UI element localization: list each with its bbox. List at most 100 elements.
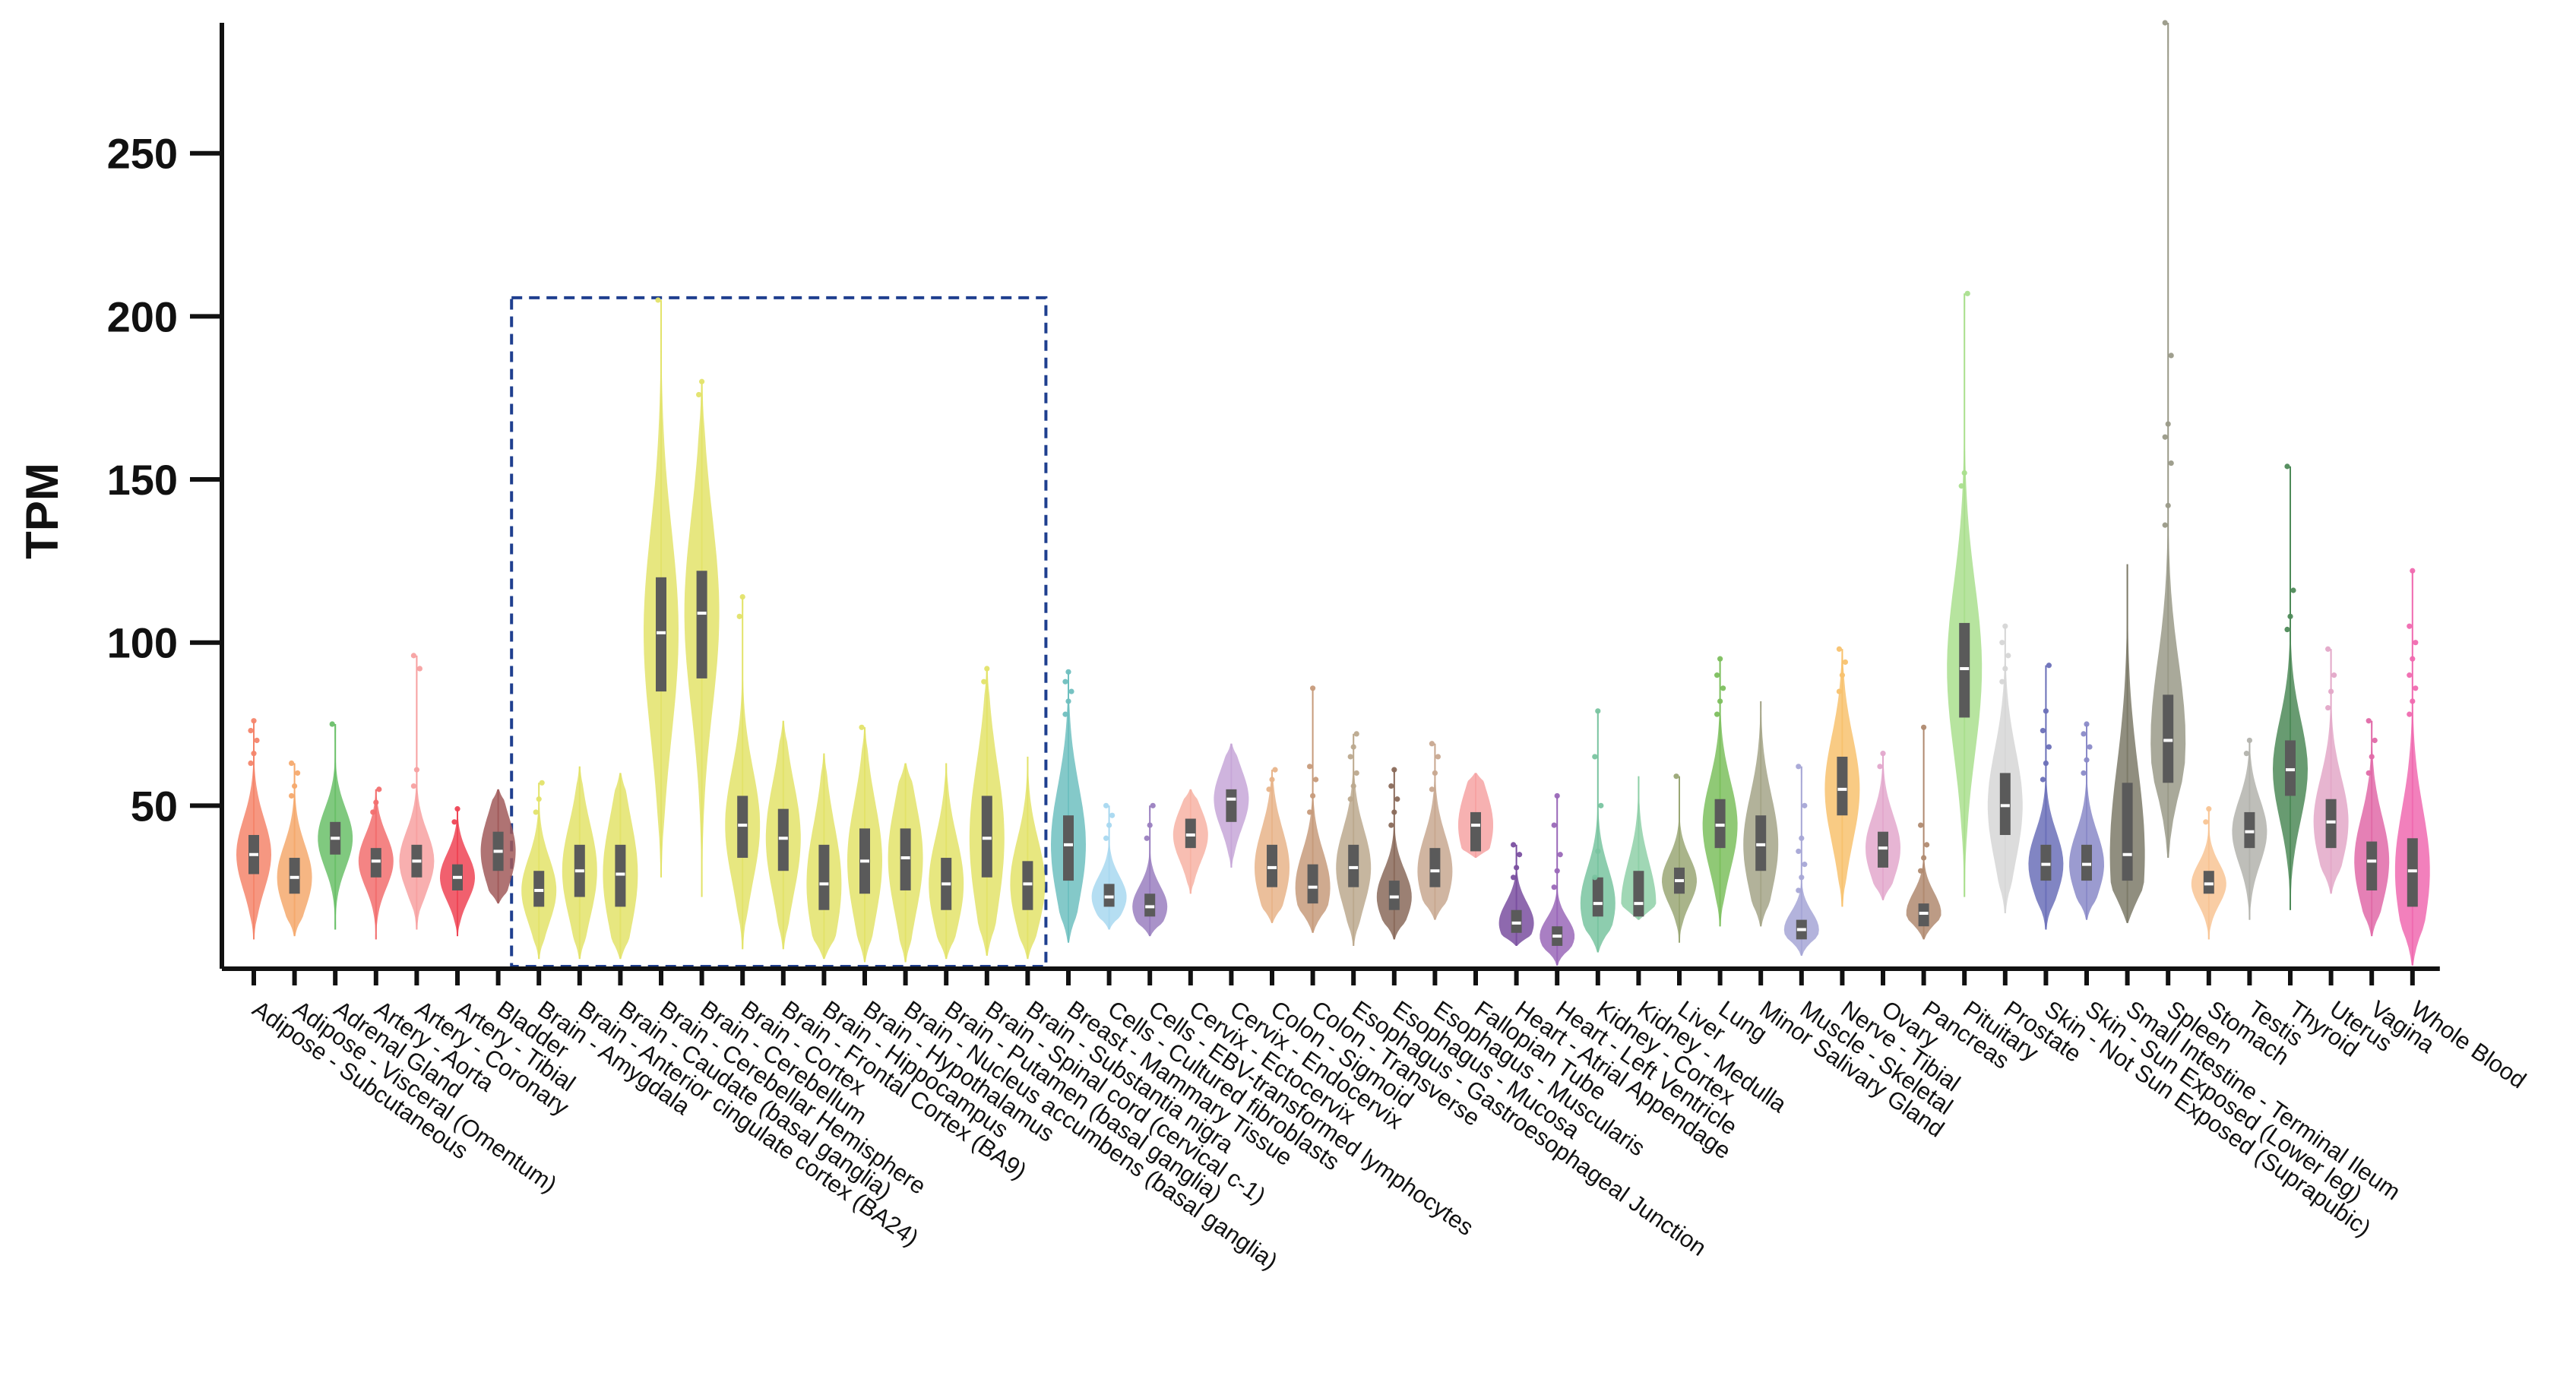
violin-body bbox=[2109, 564, 2145, 923]
outlier-point bbox=[289, 792, 295, 799]
outlier-point bbox=[1310, 685, 1316, 691]
violin-iqr-box bbox=[1592, 877, 1603, 917]
violin-body bbox=[1132, 805, 1168, 937]
outlier-point bbox=[2005, 653, 2011, 659]
violin-group bbox=[2191, 806, 2226, 940]
outlier-point bbox=[1307, 809, 1313, 815]
violin-group bbox=[318, 721, 353, 930]
violin-body bbox=[1295, 688, 1331, 933]
violin-body bbox=[521, 783, 557, 960]
outlier-point bbox=[1432, 770, 1438, 776]
violin-iqr-box bbox=[1959, 622, 1970, 718]
outlier-point bbox=[2162, 434, 2168, 440]
outlier-point bbox=[1551, 884, 1557, 890]
y-tick-label: 50 bbox=[131, 782, 178, 830]
outlier-point bbox=[1595, 848, 1601, 855]
outlier-point bbox=[2407, 672, 2413, 678]
outlier-point bbox=[370, 809, 376, 815]
violin-body bbox=[1702, 659, 1738, 927]
outlier-point bbox=[1511, 875, 1517, 881]
outlier-point bbox=[451, 819, 457, 825]
violin-iqr-box bbox=[696, 571, 707, 678]
violin-iqr-box bbox=[370, 848, 381, 878]
outlier-point bbox=[2002, 666, 2008, 672]
outlier-point bbox=[2165, 502, 2171, 508]
outlier-point bbox=[1350, 744, 1356, 750]
outlier-point bbox=[1554, 868, 1560, 874]
violin-group bbox=[562, 766, 597, 960]
y-tick-label: 100 bbox=[107, 619, 178, 667]
violin-iqr-box bbox=[1267, 844, 1277, 887]
outlier-point bbox=[1802, 862, 1808, 868]
violin-body bbox=[1947, 293, 1983, 897]
violin-iqr-box bbox=[2325, 799, 2337, 849]
violin-iqr-box bbox=[777, 808, 789, 871]
outlier-point bbox=[2413, 640, 2419, 646]
outlier-point bbox=[2046, 744, 2052, 750]
outlier-point bbox=[1999, 640, 2005, 646]
outlier-point bbox=[1313, 776, 1319, 783]
outlier-point bbox=[1554, 792, 1560, 799]
outlier-point bbox=[1068, 688, 1074, 694]
violin-iqr-box bbox=[1755, 815, 1767, 871]
outlier-point bbox=[1961, 470, 1967, 476]
outlier-point bbox=[292, 783, 298, 789]
violin-iqr-box bbox=[1348, 844, 1359, 887]
outlier-point bbox=[2372, 737, 2378, 744]
violin-iqr-box bbox=[1633, 871, 1644, 917]
outlier-point bbox=[1877, 764, 1883, 770]
outlier-point bbox=[413, 767, 420, 773]
violin-iqr-box bbox=[1388, 881, 1400, 910]
violin-group bbox=[236, 718, 271, 940]
outlier-point bbox=[2410, 698, 2416, 704]
outlier-point bbox=[1717, 698, 1723, 704]
violin-group bbox=[1866, 751, 1900, 900]
outlier-point bbox=[2284, 463, 2290, 470]
violin-iqr-box bbox=[1307, 864, 1318, 904]
outlier-point bbox=[696, 391, 702, 398]
y-ticks-layer: 50 100 150 200 250 bbox=[107, 130, 222, 830]
violin-body bbox=[725, 596, 761, 950]
outlier-point bbox=[2287, 613, 2293, 619]
violin-group bbox=[1824, 646, 1860, 907]
outlier-point bbox=[1353, 770, 1359, 776]
violin-body bbox=[1783, 766, 1819, 956]
violin-body bbox=[1010, 756, 1046, 960]
violin-group bbox=[2232, 737, 2267, 920]
violin-iqr-box bbox=[1103, 884, 1115, 907]
outlier-point bbox=[2290, 587, 2296, 593]
outlier-point bbox=[1918, 868, 1924, 874]
outlier-point bbox=[254, 737, 260, 744]
outlier-point bbox=[2410, 656, 2416, 662]
violin-group bbox=[1091, 802, 1127, 930]
outlier-point bbox=[1799, 875, 1805, 881]
outlier-point bbox=[1592, 875, 1598, 881]
violin-group bbox=[847, 724, 882, 963]
outlier-point bbox=[2325, 646, 2331, 652]
outlier-point bbox=[1109, 812, 1116, 818]
violin-body bbox=[1417, 743, 1453, 920]
outlier-point bbox=[1394, 796, 1400, 802]
violin-body bbox=[1376, 770, 1412, 940]
violin-body bbox=[1621, 776, 1657, 920]
outlier-point bbox=[2043, 760, 2049, 767]
y-tick-label: 250 bbox=[107, 130, 178, 178]
outlier-point bbox=[699, 378, 705, 384]
outlier-point bbox=[329, 721, 335, 727]
outlier-point bbox=[1839, 672, 1845, 678]
outlier-point bbox=[2046, 663, 2052, 669]
outlier-point bbox=[454, 806, 460, 812]
violin-group bbox=[888, 763, 923, 963]
outlier-point bbox=[1796, 848, 1802, 855]
y-tick-label: 150 bbox=[107, 456, 178, 504]
outlier-point bbox=[2165, 421, 2171, 427]
violin-group bbox=[1214, 743, 1249, 868]
outlier-point bbox=[1836, 646, 1842, 652]
outlier-point bbox=[1517, 852, 1523, 858]
outlier-point bbox=[1062, 678, 1068, 685]
outlier-point bbox=[1150, 802, 1156, 808]
outlier-point bbox=[1353, 731, 1359, 737]
violin-group bbox=[1417, 741, 1453, 920]
